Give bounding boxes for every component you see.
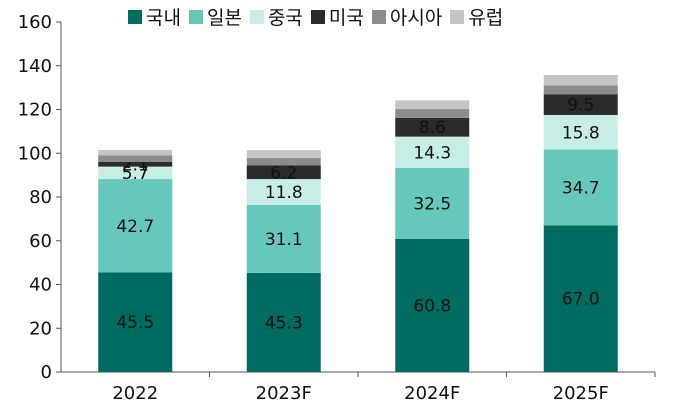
- legend-item-china: 중국: [249, 3, 303, 30]
- bar-segment: [543, 94, 618, 115]
- legend-label: 유럽: [468, 7, 504, 29]
- y-tick-label: 40: [29, 275, 52, 296]
- bar-segment: [395, 136, 470, 168]
- data-label: 45.3: [265, 313, 303, 333]
- data-label: 5.7: [122, 164, 149, 184]
- data-label: 45.5: [116, 313, 154, 333]
- legend-item-europe: 유럽: [450, 3, 503, 30]
- data-label: 67.0: [562, 290, 600, 310]
- legend-label: 일본: [206, 7, 242, 29]
- bar-segment: [395, 100, 470, 110]
- x-tick-label: 2022: [112, 383, 158, 404]
- legend-item-japan: 일본: [188, 3, 242, 30]
- data-label: 34.7: [562, 178, 600, 198]
- bar-segment: [543, 85, 618, 95]
- data-label: 14.3: [413, 143, 451, 163]
- data-label: 11.8: [265, 183, 303, 203]
- bar-segment: [246, 157, 321, 166]
- legend-swatch: [450, 9, 465, 24]
- y-tick-label: 140: [18, 56, 52, 77]
- bar-segment: [246, 179, 321, 205]
- data-label: 8.6: [419, 118, 446, 138]
- legend-swatch: [128, 9, 142, 24]
- data-label: 42.7: [116, 217, 154, 237]
- y-tick-label: 160: [18, 12, 52, 33]
- bar-segment: [395, 109, 470, 118]
- y-tick-label: 60: [29, 231, 52, 252]
- x-tick-label: 2025F: [553, 383, 609, 404]
- legend-swatch: [371, 9, 386, 24]
- bar-segment: [543, 149, 618, 226]
- data-label: 60.8: [413, 297, 451, 317]
- y-tick-label: 20: [29, 318, 52, 339]
- legend-label: 아시아: [389, 7, 443, 29]
- x-tick-label: 2024F: [404, 383, 460, 404]
- data-label: 31.1: [265, 230, 303, 250]
- legend-label: 국내: [146, 7, 181, 29]
- bar-segment: [98, 179, 173, 273]
- bar-segment: [246, 204, 321, 273]
- legend-label: 중국: [267, 7, 303, 29]
- chart-legend: 국내 일본 중국 미국 아시아 유럽: [128, 3, 503, 30]
- data-label: 9.5: [567, 96, 594, 116]
- bar-segment: [246, 150, 321, 158]
- bar-segment: [98, 166, 173, 180]
- legend-swatch: [188, 9, 203, 24]
- bar-segment: [395, 167, 470, 239]
- bar-segment: [98, 272, 173, 372]
- bar-segment: [395, 117, 470, 137]
- bar-segment: [543, 74, 618, 86]
- bar-segment: [543, 114, 618, 150]
- legend-item-asia: 아시아: [371, 3, 443, 30]
- legend-swatch: [310, 9, 325, 24]
- data-label: 15.8: [562, 123, 600, 143]
- bar-segment: [246, 272, 321, 372]
- bar-segment: [395, 239, 470, 372]
- bar-segment: [98, 162, 173, 167]
- y-tick-label: 120: [18, 100, 52, 121]
- bar-segment: [98, 155, 173, 162]
- bar-segment: [543, 225, 618, 372]
- data-label: 6.2: [270, 163, 297, 183]
- legend-swatch: [249, 9, 264, 24]
- bar-segment: [98, 149, 173, 156]
- y-tick-label: 80: [29, 187, 52, 208]
- bar-segment: [246, 165, 321, 180]
- data-label: 32.5: [413, 194, 451, 214]
- legend-label: 미국: [328, 7, 364, 29]
- legend-item-domestic: 국내: [128, 3, 181, 30]
- y-tick-label: 100: [18, 143, 52, 164]
- legend-item-usa: 미국: [310, 3, 364, 30]
- x-tick-label: 2023F: [256, 383, 312, 404]
- y-tick-label: 0: [41, 362, 52, 383]
